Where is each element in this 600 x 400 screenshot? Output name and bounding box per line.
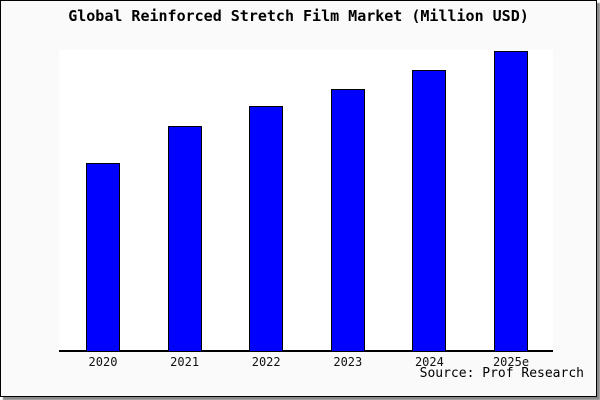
x-tick-label-2020: 2020	[88, 355, 118, 369]
bar-2023	[330, 88, 365, 352]
bar-2025e	[494, 51, 528, 352]
x-tick-label-2023: 2023	[333, 355, 363, 369]
x-tick-label-2025e: 2025e	[492, 355, 530, 369]
x-tick-label-2021: 2021	[170, 355, 200, 369]
chart-title: Global Reinforced Stretch Film Market (M…	[68, 7, 529, 25]
x-tick-label-2024: 2024	[414, 355, 444, 369]
plot-area	[59, 50, 553, 352]
bar-2021	[167, 126, 202, 352]
bar-2022	[249, 106, 284, 352]
x-tick-label-2022: 2022	[251, 355, 281, 369]
source-caption: Source: Prof Research	[419, 366, 584, 381]
x-axis-line	[59, 350, 553, 352]
bar-2020	[86, 162, 120, 352]
bar-2024	[412, 69, 447, 352]
